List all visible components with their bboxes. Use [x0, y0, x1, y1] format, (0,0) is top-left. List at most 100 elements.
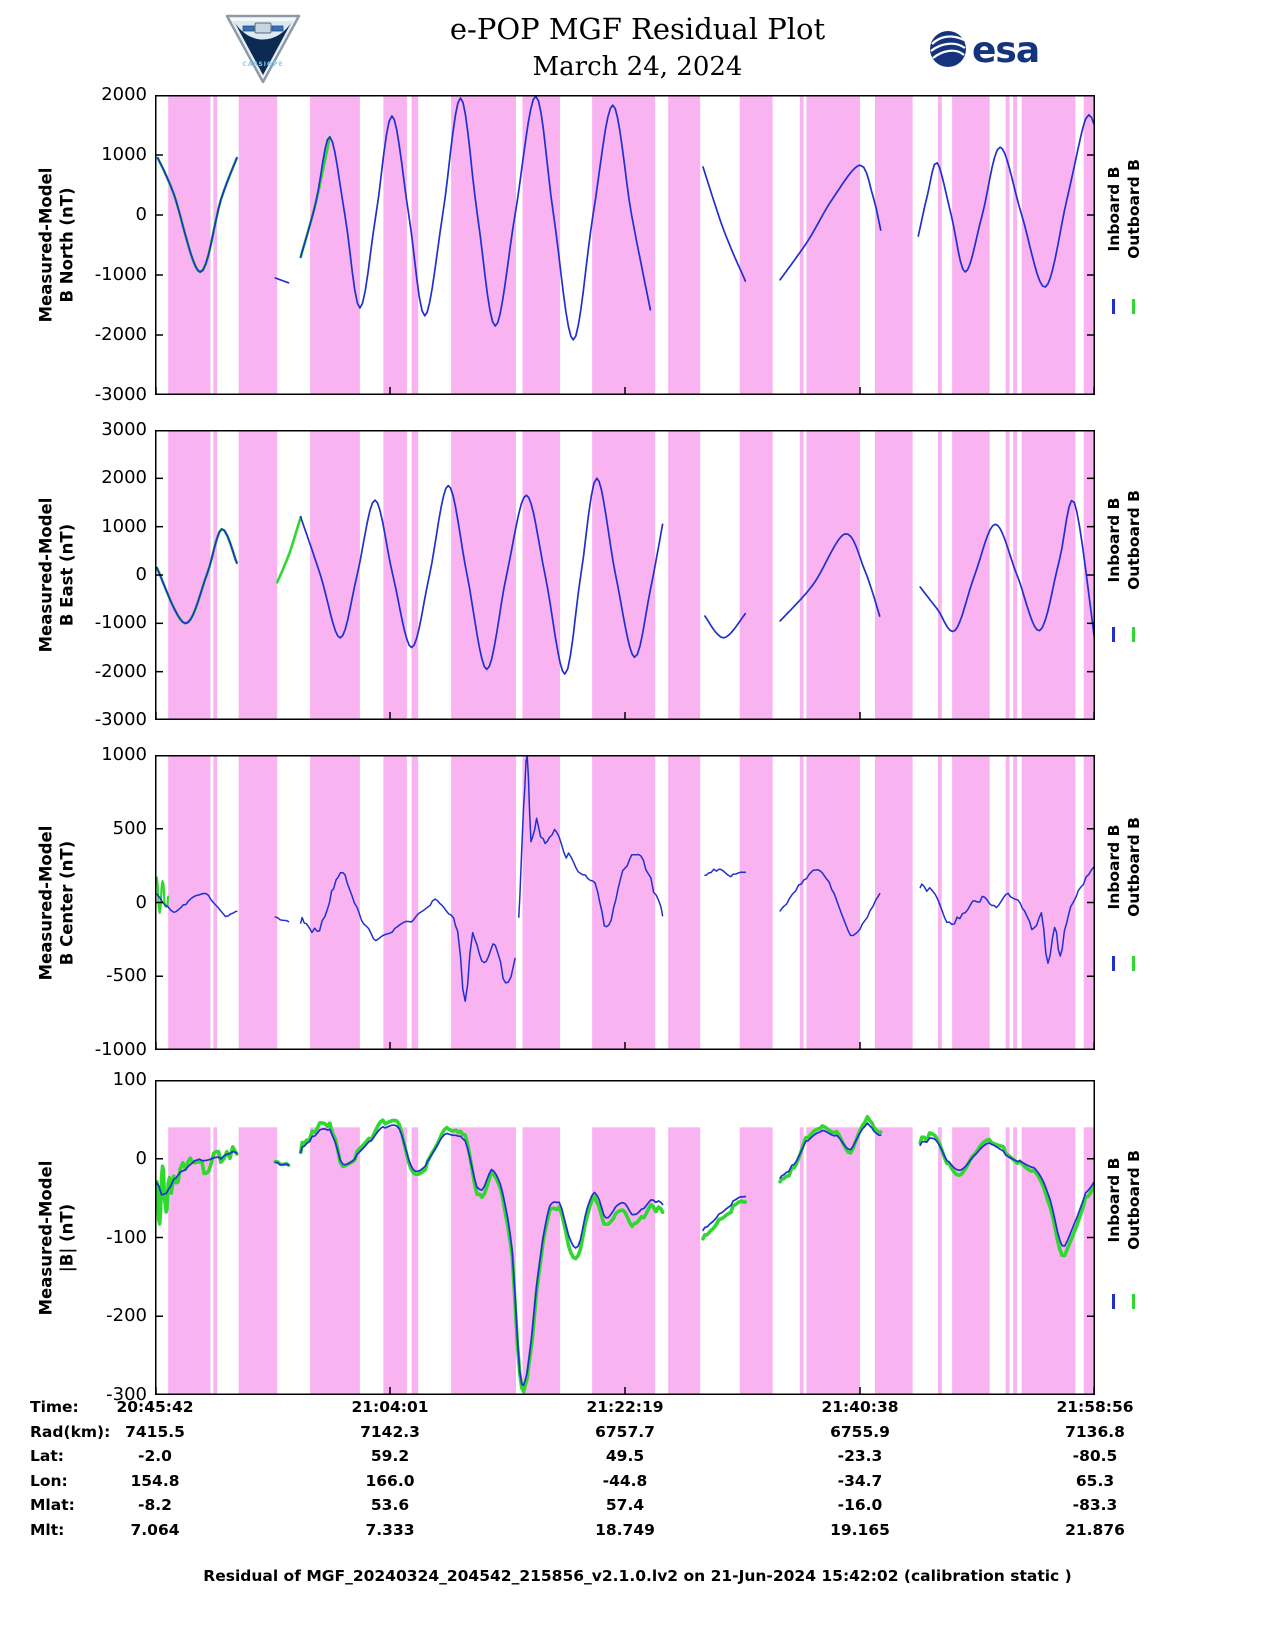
footer-row-label: Mlt:: [30, 1520, 65, 1539]
series-inboard-b-trace: [704, 868, 747, 878]
legend-inboard-label: Inboard B: [1105, 166, 1123, 252]
series-inboard-b-trace: [156, 528, 238, 625]
shading-band: [168, 430, 211, 720]
plot-area-b-center: [155, 755, 1095, 1050]
footer-row-label: Lon:: [30, 1471, 68, 1490]
y-tick-label: 2000: [101, 467, 147, 489]
y-tick-label: -1000: [94, 264, 147, 285]
footer-row-lon: Lon: 154.8 166.0 -44.8 -34.7 65.3: [0, 1472, 1275, 1497]
legend-inboard-mark: [1112, 955, 1115, 971]
shading-band: [799, 755, 804, 1050]
y-axis-ticks: 100 0 -100 -200 -300: [90, 1069, 147, 1405]
panel-b-north: Measured-Model B North (nT) 2000 1000 0 -10…: [0, 84, 1275, 405]
footer-value: 57.4: [605, 1496, 645, 1515]
series-inboard-b-trace: [779, 1122, 882, 1179]
y-axis-label-b-north: Measured-Model B North (nT): [36, 168, 79, 323]
footer-value: 6757.7: [595, 1422, 655, 1441]
y-tick-label: 0: [135, 564, 147, 585]
cassiope-mission-patch: CASSIOPE: [225, 14, 301, 84]
y-tick-label: -200: [106, 1305, 147, 1327]
shading-band: [238, 755, 278, 1050]
esa-emblem-stripe: [932, 49, 965, 59]
shading-band: [875, 755, 913, 1050]
y-axis-label-line2: B North (nT): [58, 187, 77, 303]
shading-band: [739, 430, 773, 720]
y-axis-ticks: 2000 1000 0 -1000 -2000 -3000: [90, 84, 147, 405]
series-inboard-b-trace: [156, 892, 238, 918]
series-inboard-b-trace: [299, 477, 664, 675]
footer-value: -16.0: [837, 1496, 883, 1515]
legend-inboard-label: Inboard B: [1105, 497, 1123, 583]
footer-value: 7142.3: [360, 1422, 420, 1441]
shading-band: [668, 755, 701, 1050]
y-tick-label: -2000: [94, 660, 147, 682]
y-axis-ticks: 3000 2000 1000 0 -1000 -2000 -3000: [90, 419, 147, 730]
plot-area-b-magnitude: [155, 1080, 1095, 1395]
shading-band: [875, 95, 913, 395]
series-outboard-b-trace: [298, 1118, 665, 1394]
shading-band: [739, 95, 773, 395]
satellite-panel-right: [271, 25, 284, 32]
shading-band: [952, 755, 990, 1050]
series-inboard-b-trace: [274, 277, 290, 284]
shading-band: [451, 755, 516, 1050]
y-tick-label: 3000: [101, 419, 147, 440]
shading-band: [1005, 430, 1010, 720]
series-inboard-b-trace: [518, 755, 664, 928]
panel-b-east: Measured-Model B East (nT) 3000 2000 1000 0…: [0, 419, 1275, 730]
panel-b-center: Measured-Model B Center (nT) 1000 500 0 -50…: [0, 744, 1275, 1060]
plot-area-b-north: [155, 95, 1095, 395]
series-inboard-b-trace: [702, 166, 747, 282]
shading-band: [1013, 1127, 1017, 1395]
legend: Inboard B Outboard B: [1098, 755, 1178, 1050]
legend: Inboard B Outboard B: [1098, 95, 1178, 395]
y-tick-label: -100: [106, 1226, 147, 1248]
y-axis-ticks: 1000 500 0 -500 -1000: [90, 744, 147, 1060]
shading-band: [238, 430, 278, 720]
y-tick-label: -3000: [94, 384, 147, 405]
shading-band: [1013, 95, 1017, 395]
y-axis-label-line2: |B| (nT): [58, 1203, 77, 1272]
shading-band: [213, 95, 218, 395]
panel-b-magnitude: Measured-Model |B| (nT) 100 0 -100 -200 -300…: [0, 1069, 1275, 1405]
footer-value: 21:22:19: [586, 1398, 664, 1416]
footer-row-mlat: Mlat: -8.2 53.6 57.4 -16.0 -83.3: [0, 1496, 1275, 1521]
shading-band: [952, 1127, 990, 1395]
series-inboard-b-trace: [156, 1150, 238, 1196]
shading-band: [522, 95, 561, 395]
footer-value: -2.0: [138, 1447, 172, 1466]
shading-band: [1005, 1127, 1010, 1395]
footer-value: -23.3: [837, 1447, 883, 1466]
series-outboard-b-trace: [778, 1115, 883, 1184]
series-outboard-b-trace: [275, 515, 302, 584]
y-tick-label: -1000: [94, 1039, 147, 1060]
series-inboard-b-trace: [299, 95, 652, 341]
shading-band: [592, 95, 656, 395]
y-tick-label: 500: [112, 817, 147, 839]
shading-band: [383, 1127, 407, 1395]
shading-band: [383, 430, 407, 720]
footer-row-label: Time:: [30, 1398, 79, 1416]
footer-value: 7136.8: [1065, 1422, 1125, 1441]
series-inboard-b-trace: [919, 863, 1095, 964]
shading-band: [799, 1127, 804, 1395]
shading-band: [310, 755, 360, 1050]
shading-band: [938, 95, 942, 395]
shading-band: [1021, 1127, 1076, 1395]
series-inboard-b-trace: [274, 1161, 290, 1166]
shading-band: [451, 95, 516, 395]
footer-row-mlt: Mlt: 7.064 7.333 18.749 19.165 21.876: [0, 1521, 1275, 1546]
shading-band: [383, 755, 407, 1050]
y-tick-label: -300: [106, 1384, 147, 1405]
footer-value: -44.8: [602, 1471, 648, 1490]
esa-emblem-stripe: [930, 42, 966, 52]
series-inboard-b-trace: [702, 1195, 747, 1232]
y-axis-label-b-east: Measured-Model B East (nT): [36, 498, 79, 653]
shading-band: [1013, 430, 1017, 720]
y-tick-label: 100: [112, 1069, 147, 1090]
esa-emblem-stripe: [931, 35, 965, 45]
series-inboard-b-trace: [917, 113, 1095, 288]
shading-band: [411, 430, 419, 720]
y-axis-label-line1: Measured-Model: [36, 497, 56, 653]
